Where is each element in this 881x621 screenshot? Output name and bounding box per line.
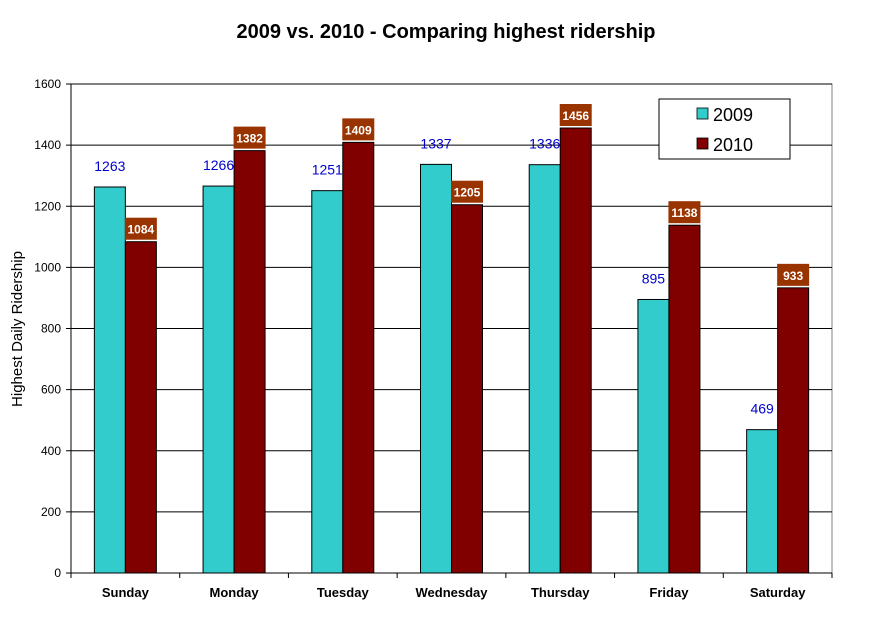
chart-title: 2009 vs. 2010 - Comparing highest riders… xyxy=(236,21,655,43)
data-label-2009-friday: 895 xyxy=(642,270,666,286)
bar-2010-thursday xyxy=(559,127,592,574)
data-label-2010-wednesday: 1205 xyxy=(454,186,481,200)
bar-2009-friday xyxy=(637,298,670,574)
bar-2009-tuesday xyxy=(311,190,344,574)
legend-box xyxy=(658,98,791,160)
bar-2009-monday xyxy=(202,185,235,574)
bar-2010-wednesday xyxy=(451,204,483,574)
bar-2010-tuesday xyxy=(342,141,375,574)
bar-2010-saturday xyxy=(777,287,810,574)
legend-swatch-2009 xyxy=(696,107,709,120)
y-tick-label: 800 xyxy=(41,322,61,336)
x-tick-label-wednesday: Wednesday xyxy=(415,585,488,600)
data-label-bg-2010 xyxy=(668,201,701,224)
data-label-2010-sunday: 1084 xyxy=(128,223,155,237)
y-tick-label: 1200 xyxy=(34,199,61,213)
bar-2010-friday xyxy=(668,224,701,574)
data-label-2010-thursday: 1456 xyxy=(562,109,589,123)
data-label-2009-sunday: 1263 xyxy=(94,158,125,174)
y-tick-label: 1600 xyxy=(34,77,61,91)
y-tick-label: 200 xyxy=(41,505,61,519)
data-label-2009-wednesday: 1337 xyxy=(420,135,451,151)
x-tick-label-sunday: Sunday xyxy=(102,585,150,600)
bar-2010-sunday xyxy=(124,241,157,574)
y-axis-label: Highest Daily Ridership xyxy=(9,251,26,407)
data-label-bg-2010 xyxy=(559,104,592,127)
bar-2009-thursday xyxy=(528,164,561,574)
data-label-2010-monday: 1382 xyxy=(236,132,263,146)
data-label-2009-tuesday: 1251 xyxy=(312,162,343,178)
data-label-bg-2010 xyxy=(124,217,157,240)
legend-swatch-2010 xyxy=(696,137,709,150)
x-tick-label-friday: Friday xyxy=(649,585,689,600)
data-label-bg-2010 xyxy=(233,126,266,149)
x-tick-label-monday: Monday xyxy=(210,585,260,600)
data-label-bg-2010 xyxy=(451,180,483,203)
y-tick-label: 400 xyxy=(41,444,61,458)
chart-legend: 2009 2010 xyxy=(658,98,791,160)
x-tick-label-saturday: Saturday xyxy=(750,585,806,600)
y-tick-label: 0 xyxy=(54,566,61,580)
data-label-2009-monday: 1266 xyxy=(203,157,234,173)
y-tick-label: 1000 xyxy=(34,260,61,274)
data-label-2010-saturday: 933 xyxy=(783,269,803,283)
data-label-2010-tuesday: 1409 xyxy=(345,123,372,137)
y-tick-label: 1400 xyxy=(34,138,61,152)
legend-label-2010: 2010 xyxy=(713,135,753,155)
data-label-2009-saturday: 469 xyxy=(750,401,774,417)
data-label-2010-friday: 1138 xyxy=(671,206,697,220)
data-label-bg-2010 xyxy=(342,118,375,141)
bar-2009-wednesday xyxy=(420,163,452,574)
y-tick-label: 600 xyxy=(41,383,61,397)
data-label-bg-2010 xyxy=(777,263,810,286)
bar-2010-monday xyxy=(233,150,266,574)
data-label-2009-thursday: 1336 xyxy=(529,136,560,152)
bar-2009-sunday xyxy=(93,186,126,574)
legend-label-2009: 2009 xyxy=(713,105,753,125)
bar-2009-saturday xyxy=(746,429,779,574)
x-tick-label-thursday: Thursday xyxy=(531,585,590,600)
x-tick-label-tuesday: Tuesday xyxy=(317,585,370,600)
